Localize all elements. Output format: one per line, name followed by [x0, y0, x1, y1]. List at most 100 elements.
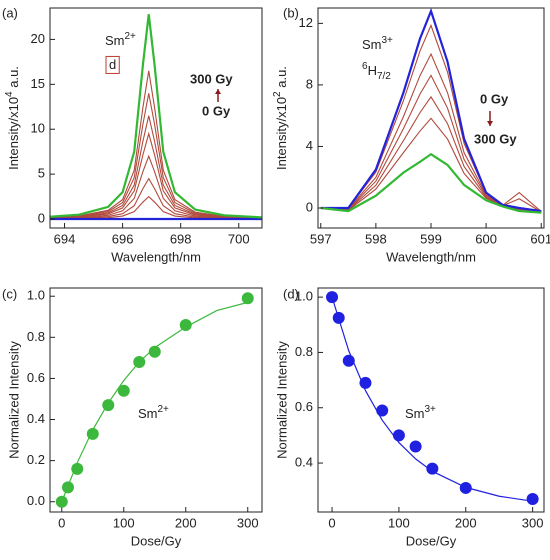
data-point — [526, 493, 539, 506]
y-axis-label-part: 4 — [4, 91, 15, 97]
data-point — [148, 345, 161, 358]
axes-frame — [317, 7, 545, 229]
x-tick-label: 100 — [388, 515, 410, 530]
spectrum-line — [320, 52, 542, 212]
plot-area — [320, 8, 542, 214]
panel-label: (a) — [2, 5, 18, 20]
fit-line — [61, 301, 248, 502]
panel-label: (b) — [283, 5, 299, 20]
spectrum-line — [50, 14, 262, 219]
legend-label: 300 Gy — [190, 71, 233, 86]
y-tick-label: 0.4 — [27, 411, 45, 426]
plot-area — [61, 301, 248, 502]
arrow-head — [487, 121, 493, 126]
data-point — [241, 292, 254, 305]
y-axis-label: Intensity/x104 a.u. — [4, 66, 22, 170]
x-tick-label: 0 — [58, 515, 65, 530]
x-axis-label: Wavelength/nm — [111, 249, 201, 264]
annotation-part: Sm — [405, 406, 425, 421]
annotation-part: Sm — [105, 33, 125, 48]
x-tick-label: 200 — [455, 515, 477, 530]
annotation-part: 3+ — [425, 404, 437, 415]
y-tick-label: 0 — [306, 199, 313, 214]
x-axis-label: Wavelength/nm — [386, 249, 476, 264]
annotation-part: 2+ — [125, 31, 137, 42]
annotation: Sm2+ — [138, 404, 169, 422]
y-axis-label: Normalized Intensity — [6, 341, 21, 459]
data-point — [409, 440, 422, 453]
x-tick-label: 0 — [328, 515, 335, 530]
spectrum-line — [50, 70, 262, 219]
panel-label: (c) — [2, 286, 17, 301]
legend-label: 0 Gy — [202, 103, 231, 118]
legend-label: 0 Gy — [480, 91, 509, 106]
x-axis-label: Dose/Gy — [406, 533, 457, 548]
x-tick-label: 100 — [113, 515, 135, 530]
x-tick-label: 700 — [228, 231, 250, 246]
y-tick-label: 12 — [299, 15, 313, 30]
annotation: Sm3+ — [362, 35, 393, 53]
x-tick-label: 598 — [365, 231, 387, 246]
plot-area — [331, 296, 533, 502]
y-tick-label: 0.8 — [27, 329, 45, 344]
data-point — [117, 384, 130, 397]
x-tick-label: 600 — [475, 231, 497, 246]
fit-line — [331, 296, 533, 502]
y-axis-label-part: a.u. — [6, 66, 21, 91]
x-axis-label: Dose/Gy — [131, 533, 182, 548]
y-tick-label: 10 — [31, 121, 45, 136]
x-tick-label: 696 — [112, 231, 134, 246]
annotation-part: 6 — [362, 61, 368, 72]
x-tick-label: 599 — [420, 231, 442, 246]
annotation: 6H7/2 — [362, 61, 391, 82]
annotation-part: 7/2 — [377, 71, 391, 82]
data-point — [133, 355, 146, 368]
x-tick-label: 694 — [54, 231, 76, 246]
axes-frame — [49, 7, 263, 229]
annotation-part: d — [109, 57, 116, 72]
panel-label: (d) — [283, 286, 299, 301]
data-point — [359, 376, 372, 389]
axes-frame — [49, 287, 263, 513]
y-tick-label: 0.0 — [27, 493, 45, 508]
y-tick-label: 0.8 — [295, 344, 313, 359]
x-tick-label: 300 — [522, 515, 544, 530]
y-axis-label: Normalized Intensity — [274, 341, 289, 459]
y-axis-label-part: a.u. — [274, 66, 289, 91]
annotation-part: Sm — [138, 406, 158, 421]
y-tick-label: 4 — [306, 138, 313, 153]
spectrum-line — [50, 93, 262, 219]
annotation-part: H — [368, 63, 377, 78]
spectrum-line — [320, 152, 542, 214]
y-tick-label: 0.6 — [27, 370, 45, 385]
data-point — [392, 429, 405, 442]
axes-frame — [317, 287, 545, 513]
data-point — [326, 291, 339, 304]
data-point — [61, 481, 74, 494]
annotation-part: Sm — [362, 37, 382, 52]
y-tick-label: 0.4 — [295, 454, 313, 469]
x-tick-label: 597 — [310, 231, 332, 246]
y-tick-label: 0.2 — [27, 452, 45, 467]
y-tick-label: 0 — [38, 210, 45, 225]
data-point — [86, 427, 99, 440]
y-axis-label-part: Intensity/x10 — [6, 97, 21, 170]
data-point — [179, 318, 192, 331]
annotation-part: 3+ — [382, 35, 394, 46]
data-point — [376, 404, 389, 417]
y-tick-label: 1.0 — [295, 289, 313, 304]
x-tick-label: 200 — [175, 515, 197, 530]
spectrum-line — [50, 131, 262, 219]
plot-area — [50, 14, 262, 221]
x-tick-label: 698 — [170, 231, 192, 246]
y-axis-label-part: Intensity/x10 — [274, 97, 289, 170]
y-tick-label: 8 — [306, 76, 313, 91]
annotation: Sm2+ — [105, 31, 136, 49]
y-axis-label: Intensity/x102 a.u. — [272, 66, 290, 170]
legend-label: 300 Gy — [474, 131, 517, 146]
data-point — [426, 462, 439, 475]
annotation: d — [109, 57, 116, 72]
spectrum-line — [50, 154, 262, 220]
